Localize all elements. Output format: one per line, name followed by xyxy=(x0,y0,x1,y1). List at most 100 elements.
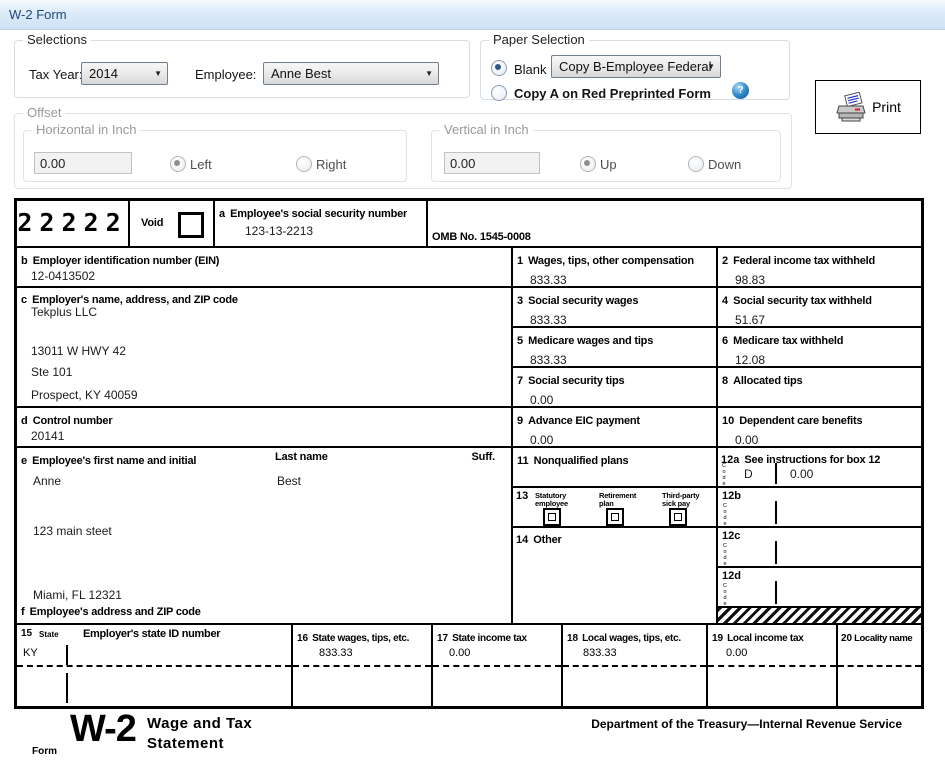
code-label: Code xyxy=(722,503,728,527)
employer-name: Tekplus LLC xyxy=(31,305,98,319)
horizontal-offset-input[interactable] xyxy=(34,152,132,174)
box-15: 15 State Employer's state ID number KY xyxy=(17,625,293,706)
statutory-employee-checkbox xyxy=(543,508,561,526)
box-20: 20 Locality name xyxy=(838,625,921,706)
vertical-offset-input[interactable] xyxy=(444,152,540,174)
box-12a-code: D xyxy=(744,467,753,481)
state-label: State xyxy=(39,630,59,639)
box-12d: 12d Code xyxy=(718,568,921,608)
box-18-value: 833.33 xyxy=(583,647,617,659)
box-b-label: Employer identification number (EIN) xyxy=(32,255,220,267)
suffix-label: Suff. xyxy=(471,451,496,463)
retirement-plan-checkbox xyxy=(606,508,624,526)
dashed-divider xyxy=(433,665,561,667)
paper-selection-group-label: Paper Selection xyxy=(489,32,589,47)
dashed-divider xyxy=(838,665,921,667)
employee-label: Employee: xyxy=(195,67,257,82)
box-d: d Control number 20141 xyxy=(17,408,513,448)
box-10: 10 Dependent care benefits 0.00 xyxy=(718,408,921,448)
offset-right-label: Right xyxy=(316,157,347,172)
chevron-down-icon: ▼ xyxy=(154,69,162,78)
third-party-sick-pay-checkbox xyxy=(669,508,687,526)
divider xyxy=(775,463,777,484)
box-d-label: Control number xyxy=(32,415,113,427)
void-checkbox xyxy=(178,212,204,238)
box-18: 18 Local wages, tips, etc. 833.33 xyxy=(563,625,708,706)
last-name-label: Last name xyxy=(275,451,328,463)
box-1: 1 Wages, tips, other compensation 833.33 xyxy=(513,248,718,288)
employee-city-state-zip: Miami, FL 12321 xyxy=(33,588,122,602)
code-label: Code xyxy=(722,583,728,607)
selections-group: Selections Tax Year: 2014 ▼ Employee: An… xyxy=(14,32,470,98)
box-1-value: 833.33 xyxy=(530,273,567,287)
box-7-value: 0.00 xyxy=(530,393,554,407)
copy-type-value: Copy B-Employee Federal xyxy=(559,59,712,74)
offset-down-label: Down xyxy=(708,157,742,172)
employee-dropdown[interactable]: Anne Best ▼ xyxy=(263,62,439,85)
control-code-box: 22222 xyxy=(17,201,130,248)
tax-year-value: 2014 xyxy=(89,66,118,81)
box-f-label: Employee's address and ZIP code xyxy=(29,606,201,618)
box-16: 16 State wages, tips, etc. 833.33 xyxy=(293,625,433,706)
copy-a-radio[interactable] xyxy=(491,85,507,101)
chevron-down-icon: ▼ xyxy=(707,62,715,71)
box-b: b Employer identification number (EIN) 12… xyxy=(17,248,513,288)
box-15-label: Employer's state ID number xyxy=(83,628,221,640)
employer-address-line2: Ste 101 xyxy=(31,365,73,379)
selections-group-label: Selections xyxy=(23,32,91,47)
void-label: Void xyxy=(141,217,164,229)
statutory-employee-label: Statutory employee xyxy=(535,491,568,508)
box-19-value: 0.00 xyxy=(726,647,748,659)
box-f: f Employee's address and ZIP code xyxy=(21,606,201,618)
box-12b: 12b Code xyxy=(718,488,921,528)
paper-selection-group: Paper Selection Blank Copy B-Employee Fe… xyxy=(480,32,790,101)
dashed-divider xyxy=(17,665,291,667)
tax-year-label: Tax Year: xyxy=(29,67,83,82)
box-a-label: Employee's social security number xyxy=(230,208,408,220)
box-2: 2 Federal income tax withheld 98.83 xyxy=(718,248,921,288)
copy-a-radio-label: Copy A on Red Preprinted Form xyxy=(514,86,711,101)
form-title-line2: Statement xyxy=(147,735,225,752)
offset-right-radio[interactable] xyxy=(296,156,312,172)
hatched-area xyxy=(718,608,921,625)
print-button-label: Print xyxy=(872,99,901,115)
box-10-value: 0.00 xyxy=(735,433,759,447)
copy-type-dropdown[interactable]: Copy B-Employee Federal ▼ xyxy=(551,55,721,78)
print-button[interactable]: Print xyxy=(815,80,921,134)
box-8: 8 Allocated tips xyxy=(718,368,921,408)
box-16-value: 833.33 xyxy=(319,647,353,659)
box-17: 17 State income tax 0.00 xyxy=(433,625,563,706)
dashed-divider xyxy=(708,665,836,667)
blank-radio[interactable] xyxy=(491,60,507,76)
omb-box: OMB No. 1545-0008 xyxy=(428,201,921,248)
treasury-agency-label: Department of the Treasury—Internal Reve… xyxy=(591,717,902,731)
blank-radio-label: Blank xyxy=(514,62,547,77)
form-footer: Form W-2 Wage and Tax Statement Departme… xyxy=(14,708,924,766)
retirement-plan-label: Retirement plan xyxy=(599,491,637,508)
offset-group: Offset Horizontal in Inch Left Right Ver… xyxy=(14,105,792,189)
box-15-state-value: KY xyxy=(23,647,38,659)
box-14: 14 Other xyxy=(513,528,718,625)
divider xyxy=(66,673,68,703)
help-icon[interactable]: ? xyxy=(732,82,749,99)
box-19: 19 Local income tax 0.00 xyxy=(708,625,838,706)
divider xyxy=(775,541,777,564)
divider xyxy=(775,501,777,524)
offset-down-radio[interactable] xyxy=(688,156,704,172)
dashed-divider xyxy=(293,665,431,667)
box-17-value: 0.00 xyxy=(449,647,471,659)
vertical-offset-group: Vertical in Inch Up Down xyxy=(431,122,781,182)
box-12c: 12c Code xyxy=(718,528,921,568)
employer-city-state-zip: Prospect, KY 40059 xyxy=(31,388,138,402)
offset-left-radio[interactable] xyxy=(170,156,186,172)
box-4: 4 Social security tax withheld 51.67 xyxy=(718,288,921,328)
w2-form-preview: 22222 Void a Employee's social security n… xyxy=(14,198,924,709)
horizontal-offset-group: Horizontal in Inch Left Right xyxy=(23,122,407,182)
box-13: 13 Statutory employee Retirement plan Th… xyxy=(513,488,718,528)
form-word: Form xyxy=(32,746,57,757)
tax-year-dropdown[interactable]: 2014 ▼ xyxy=(81,62,168,85)
employee-last-name: Best xyxy=(277,474,302,488)
offset-up-radio[interactable] xyxy=(580,156,596,172)
box-7: 7 Social security tips 0.00 xyxy=(513,368,718,408)
